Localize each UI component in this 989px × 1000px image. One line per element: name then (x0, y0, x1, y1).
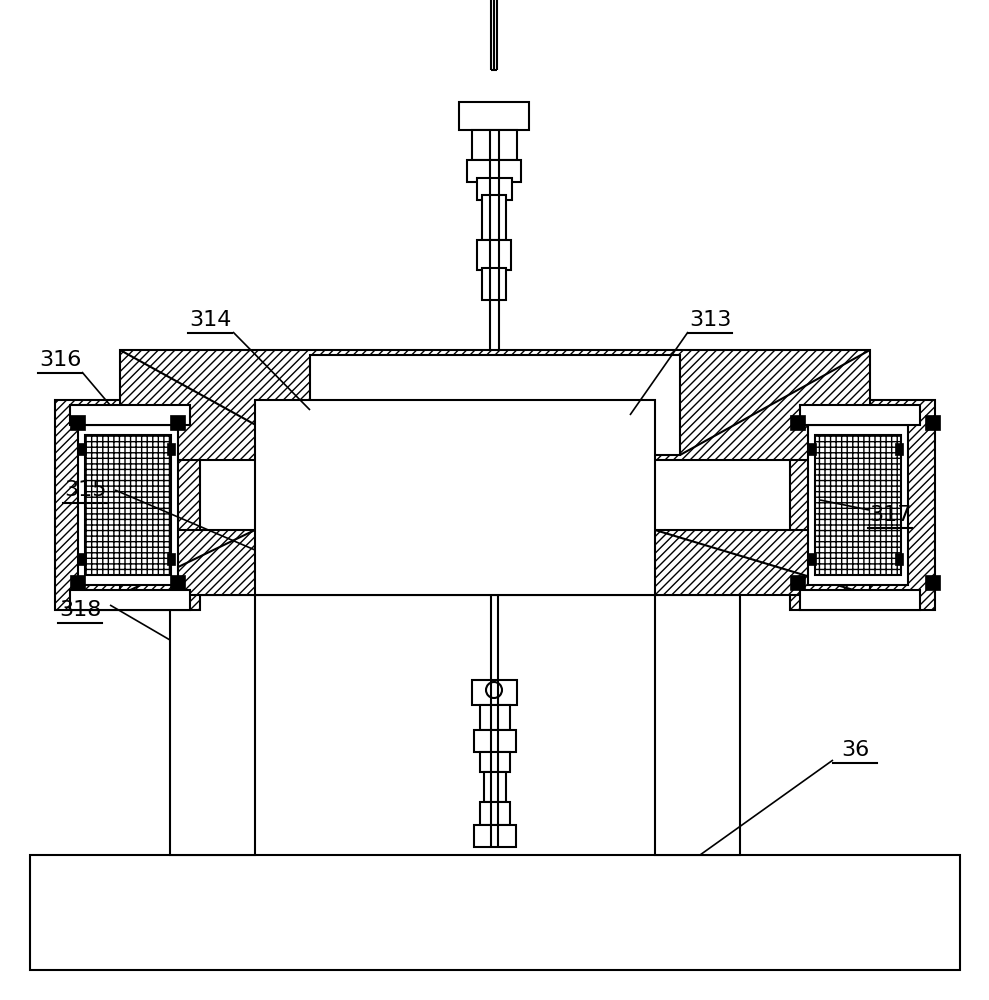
Bar (30, 855, 960, 970)
Bar (85, 435, 171, 575)
Bar (474, 730, 516, 752)
Bar (808, 425, 908, 585)
Bar (790, 415, 805, 430)
Text: 315: 315 (63, 480, 106, 500)
Bar (925, 575, 940, 590)
Bar (790, 400, 935, 610)
Bar (70, 590, 190, 610)
Bar (925, 415, 940, 430)
Bar (480, 802, 510, 825)
Text: 313: 313 (688, 310, 731, 330)
Bar (800, 590, 920, 610)
Bar (790, 575, 805, 590)
Bar (800, 405, 920, 425)
Text: 318: 318 (58, 600, 101, 620)
Bar (480, 752, 510, 772)
Bar (310, 355, 680, 455)
Bar (895, 553, 903, 565)
Bar (482, 268, 506, 300)
Bar (170, 595, 255, 855)
Bar (895, 443, 903, 455)
Bar (170, 415, 185, 430)
Bar (120, 530, 870, 595)
Bar (70, 415, 85, 430)
Bar (808, 553, 816, 565)
Text: 317: 317 (868, 505, 911, 525)
Bar (482, 195, 506, 240)
Bar (477, 240, 511, 270)
Bar (655, 595, 740, 855)
Bar (477, 178, 512, 200)
Bar (167, 553, 175, 565)
Text: 316: 316 (39, 350, 81, 370)
Bar (484, 772, 506, 802)
Text: 314: 314 (189, 310, 231, 330)
Bar (120, 350, 870, 460)
Bar (255, 400, 655, 595)
Bar (167, 443, 175, 455)
Bar (70, 405, 190, 425)
Bar (55, 400, 200, 610)
Bar (170, 575, 185, 590)
Bar (472, 130, 517, 160)
Bar (70, 575, 85, 590)
Bar (78, 443, 86, 455)
Text: 36: 36 (841, 740, 869, 760)
Bar (808, 443, 816, 455)
Bar (480, 705, 510, 730)
Bar (472, 680, 517, 705)
Bar (815, 435, 901, 575)
Bar (78, 553, 86, 565)
Bar (467, 160, 521, 182)
Bar (474, 825, 516, 847)
Bar (78, 425, 178, 585)
Bar (459, 102, 529, 130)
